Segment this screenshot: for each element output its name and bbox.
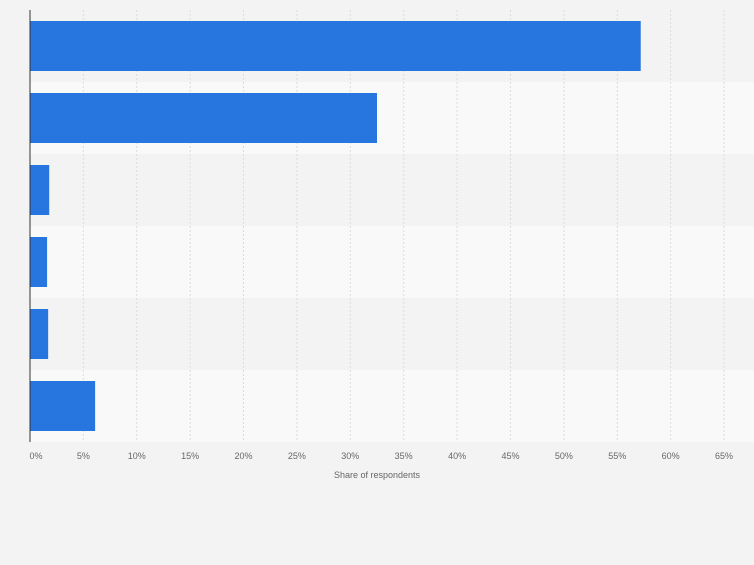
x-tick-label: 35% <box>395 451 413 461</box>
x-tick-labels: 0% 5% 10% 15% 20% 25% 30% 35% 40% 45% 50% 55% 60% 65% <box>29 451 733 461</box>
x-tick-label: 15% <box>181 451 199 461</box>
x-tick-label: 45% <box>501 451 519 461</box>
bar[interactable] <box>30 381 96 431</box>
x-tick-label: 40% <box>448 451 466 461</box>
x-axis-label: Share of respondents <box>334 470 421 480</box>
x-tick-label: 0% <box>29 451 42 461</box>
bar[interactable] <box>30 93 377 143</box>
x-tick-label: 25% <box>288 451 306 461</box>
x-tick-label: 20% <box>235 451 253 461</box>
bar[interactable] <box>30 237 48 287</box>
bar[interactable] <box>30 309 49 359</box>
row-band <box>30 154 754 226</box>
bars <box>30 21 641 431</box>
row-band <box>30 226 754 298</box>
x-tick-label: 50% <box>555 451 573 461</box>
bar[interactable] <box>30 21 641 71</box>
row-band <box>30 370 754 442</box>
x-tick-label: 30% <box>341 451 359 461</box>
x-tick-label: 65% <box>715 451 733 461</box>
x-tick-label: 60% <box>662 451 680 461</box>
row-bands <box>30 10 754 442</box>
row-band <box>30 298 754 370</box>
x-tick-label: 10% <box>128 451 146 461</box>
x-tick-label: 5% <box>77 451 90 461</box>
x-tick-label: 55% <box>608 451 626 461</box>
grid-lines <box>82 10 725 442</box>
bar[interactable] <box>30 165 50 215</box>
